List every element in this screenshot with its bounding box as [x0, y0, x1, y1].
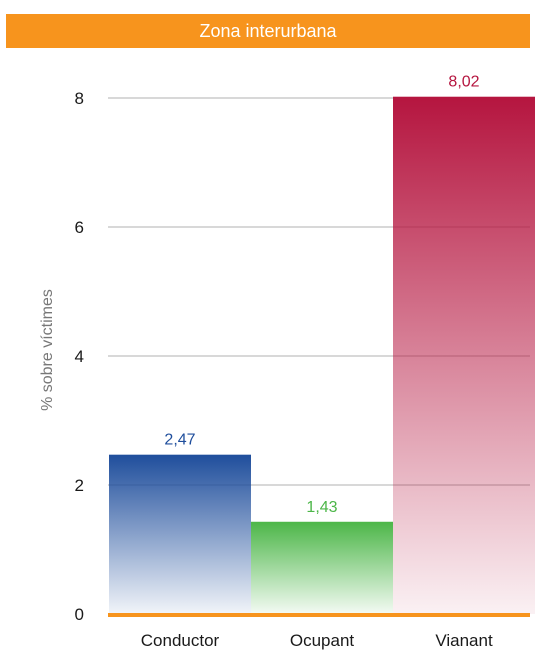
- labels: 0 2 4 6 8 2,47 Conductor 1,43 Ocupant 8,02 Vianant: [75, 74, 493, 650]
- bar-ocupant: [251, 521, 393, 614]
- chart-title: Zona interurbana: [199, 20, 337, 41]
- bars: [109, 96, 535, 614]
- value-label: 2,47: [164, 432, 195, 449]
- y-tick-label: 2: [75, 476, 84, 495]
- x-tick-label: Ocupant: [290, 631, 355, 650]
- value-label: 1,43: [306, 499, 337, 516]
- y-tick-label: 6: [75, 218, 84, 237]
- chart-title-banner: Zona interurbana: [6, 14, 530, 48]
- y-axis-label: % sobre víctimes: [39, 289, 56, 411]
- x-tick-label: Conductor: [141, 631, 220, 650]
- y-tick-label: 0: [75, 605, 84, 624]
- bar-vianant: [393, 96, 535, 614]
- bar-conductor: [109, 454, 251, 614]
- y-tick-label: 4: [75, 347, 84, 366]
- x-tick-label: Vianant: [435, 631, 493, 650]
- y-tick-label: 8: [75, 89, 84, 108]
- value-label: 8,02: [448, 74, 479, 91]
